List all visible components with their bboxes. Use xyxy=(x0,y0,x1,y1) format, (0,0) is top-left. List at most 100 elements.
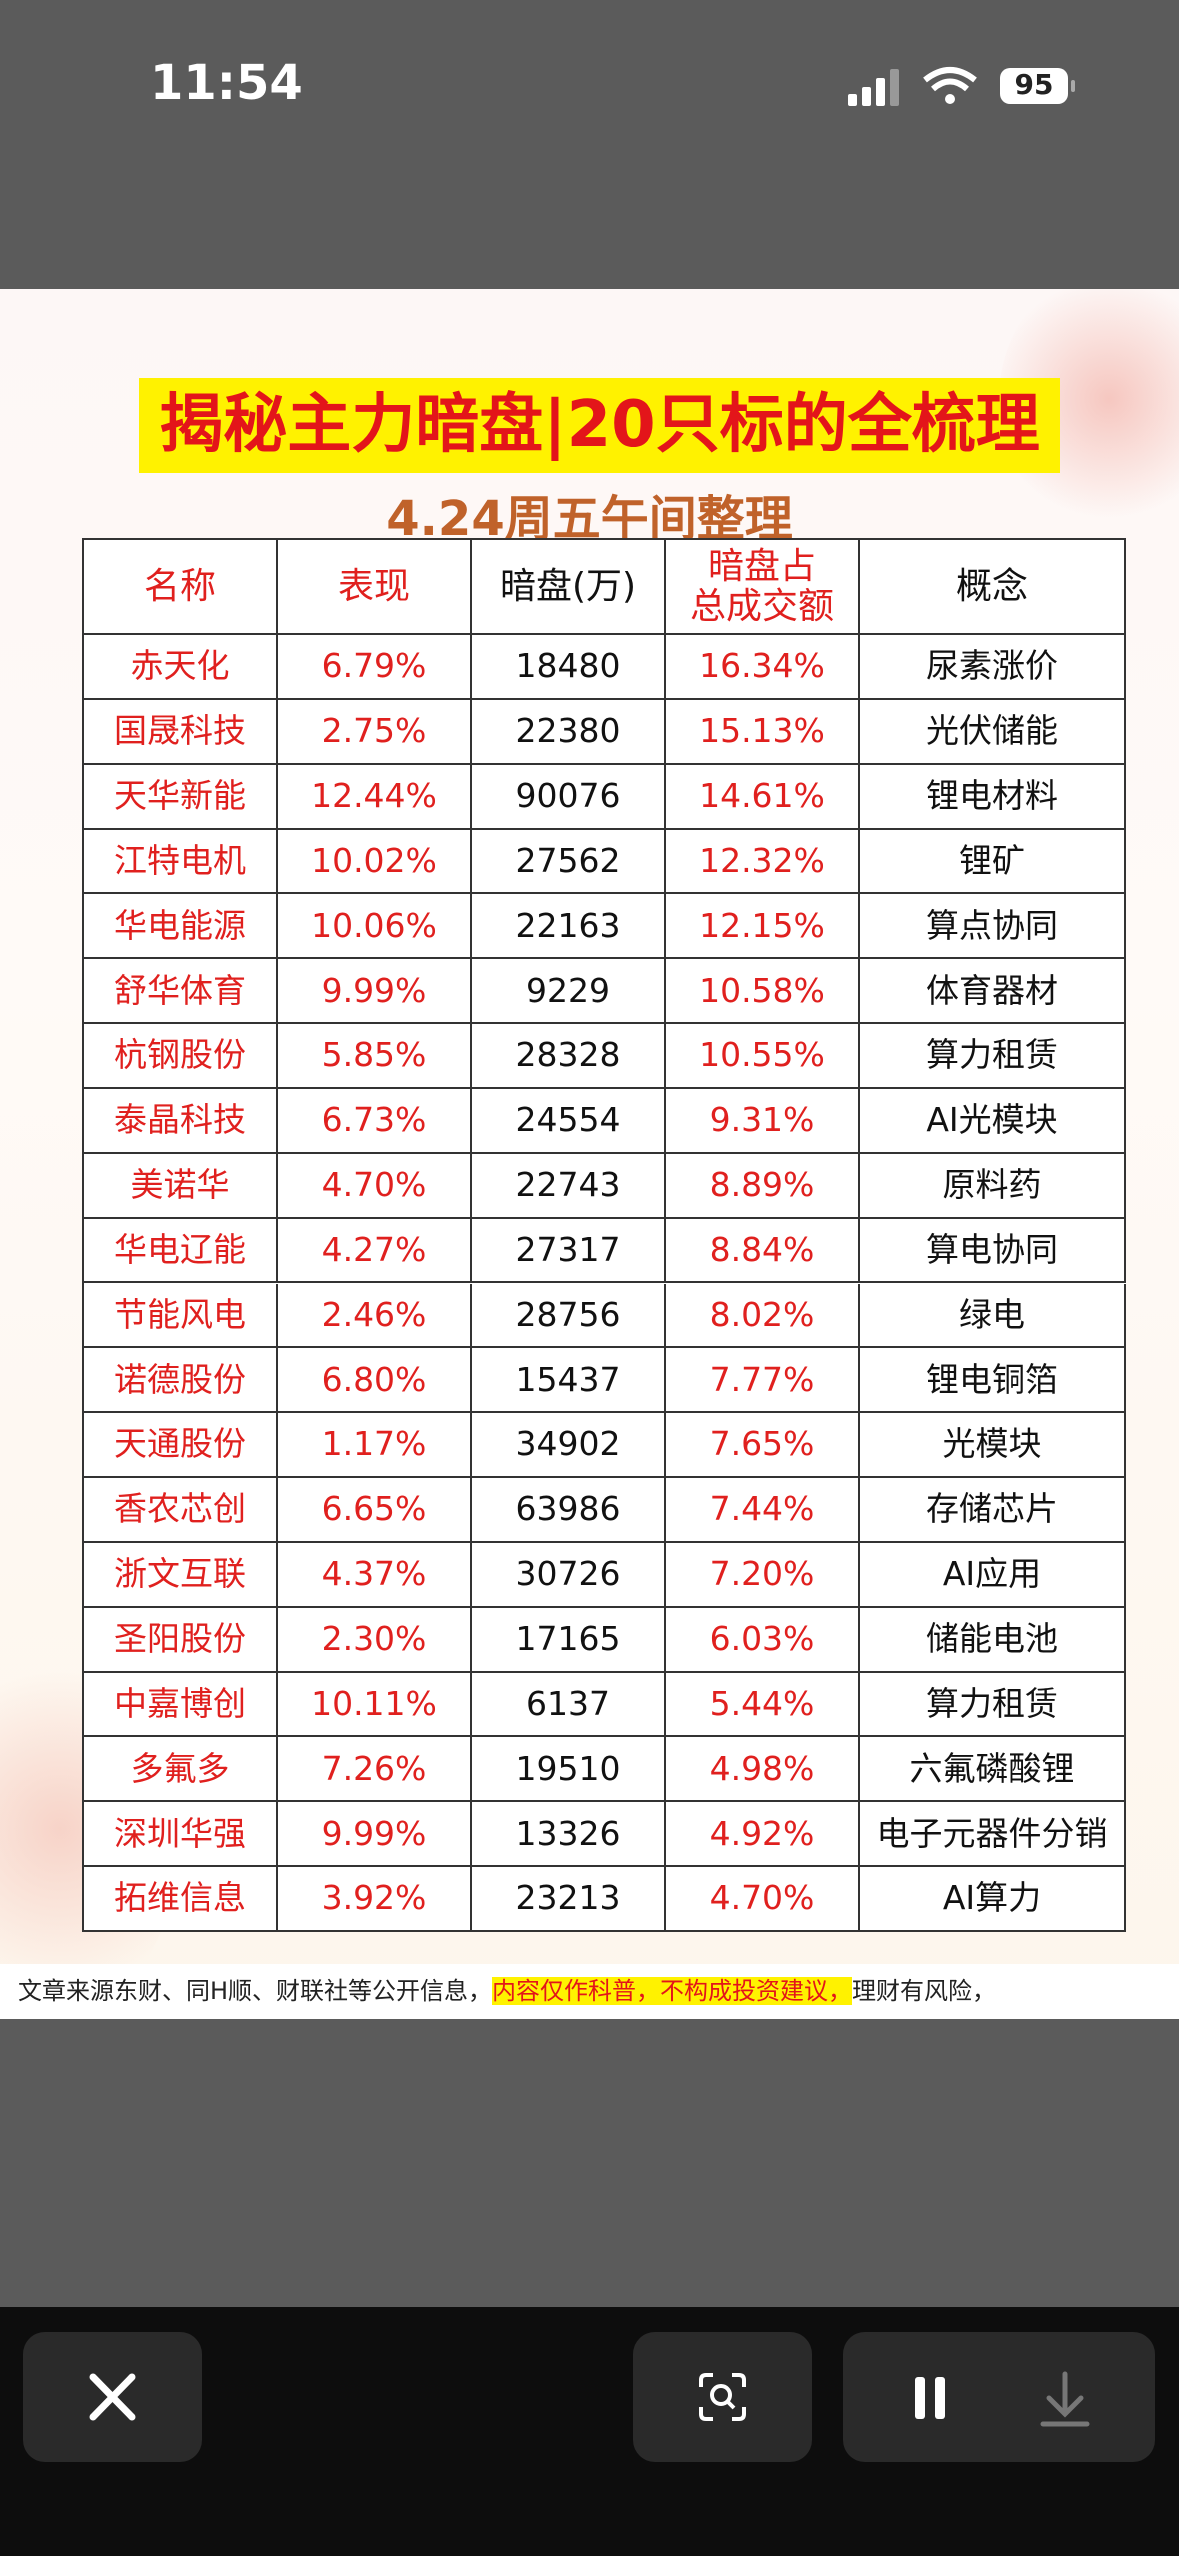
table-cell: 7.20% xyxy=(666,1542,860,1608)
table-cell: 锂电铜箔 xyxy=(860,1348,1126,1414)
table-cell: 香农芯创 xyxy=(84,1478,278,1543)
table-cell: 10.58% xyxy=(666,959,860,1025)
table-cell: 4.27% xyxy=(278,1218,472,1284)
header-cell: 名称 xyxy=(84,540,278,635)
table-cell: 6.73% xyxy=(278,1088,472,1154)
table-cell: 10.55% xyxy=(666,1024,860,1089)
table-cell: 华电辽能 xyxy=(84,1218,278,1284)
table-cell: 诺德股份 xyxy=(84,1348,278,1414)
table-cell: 16.34% xyxy=(666,635,860,700)
table-cell: AI应用 xyxy=(860,1542,1126,1608)
table-cell: 15.13% xyxy=(666,699,860,765)
status-icons xyxy=(848,67,1075,106)
table-cell: 存储芯片 xyxy=(860,1478,1126,1543)
table-cell: 12.44% xyxy=(278,764,472,830)
table-cell: 浙文互联 xyxy=(84,1542,278,1608)
table-cell: 原料药 xyxy=(860,1153,1126,1219)
scan-button[interactable] xyxy=(633,2332,812,2462)
table-cell: 28328 xyxy=(472,1024,666,1089)
table-cell: 赤天化 xyxy=(84,635,278,700)
table-cell: 12.32% xyxy=(666,829,860,895)
table-cell: 34902 xyxy=(472,1413,666,1479)
table-cell: 90076 xyxy=(472,764,666,830)
header-cell: 概念 xyxy=(860,540,1126,635)
table-cell: 8.89% xyxy=(666,1153,860,1219)
table-cell: 7.65% xyxy=(666,1413,860,1479)
table-cell: 深圳华强 xyxy=(84,1802,278,1868)
battery-level: 95 xyxy=(1014,68,1054,101)
table-cell: 10.11% xyxy=(278,1672,472,1738)
table-cell: 14.61% xyxy=(666,764,860,830)
header-cell: 暗盘(万) xyxy=(472,540,666,635)
table-cell: 杭钢股份 xyxy=(84,1024,278,1089)
footer-source: 文章来源东财、同H顺、财联社等公开信息， xyxy=(18,1977,493,2005)
pause-button[interactable] xyxy=(915,2377,925,2419)
table-cell: 泰晶科技 xyxy=(84,1088,278,1154)
table-cell: 9229 xyxy=(472,959,666,1025)
download-button[interactable] xyxy=(1040,2371,1090,2427)
table-cell: 2.75% xyxy=(278,699,472,765)
table-cell: 六氟磷酸锂 xyxy=(860,1737,1126,1803)
table-cell: 3.92% xyxy=(278,1867,472,1932)
footer-risk: 理财有风险， xyxy=(852,1977,997,2005)
status-time: 11:54 xyxy=(150,55,303,111)
table-cell: 7.77% xyxy=(666,1348,860,1414)
table-cell: 6.79% xyxy=(278,635,472,700)
table-cell: 算力租赁 xyxy=(860,1672,1126,1738)
table-cell: 27317 xyxy=(472,1218,666,1284)
header-line: 暗盘占 xyxy=(707,545,816,587)
table-cell: AI算力 xyxy=(860,1867,1126,1932)
table-cell: 23213 xyxy=(472,1867,666,1932)
table-cell: 22380 xyxy=(472,699,666,765)
close-button[interactable] xyxy=(23,2332,202,2462)
table-cell: 圣阳股份 xyxy=(84,1607,278,1673)
table-cell: 13326 xyxy=(472,1802,666,1868)
table-cell: 15437 xyxy=(472,1348,666,1414)
table-cell: 22743 xyxy=(472,1153,666,1219)
table-cell: 6137 xyxy=(472,1672,666,1738)
table-cell: 7.26% xyxy=(278,1737,472,1803)
table-cell: 5.44% xyxy=(666,1672,860,1738)
table-cell: 绿电 xyxy=(860,1283,1126,1349)
table-cell: 节能风电 xyxy=(84,1283,278,1349)
table-cell: 2.30% xyxy=(278,1607,472,1673)
table-cell: 4.92% xyxy=(666,1802,860,1868)
bottom-toolbar xyxy=(0,2307,1179,2556)
header-cell: 暗盘占 总成交额 xyxy=(666,540,860,635)
poster-image: 揭秘主力暗盘|20只标的全梳理 4.24周五午间整理 名称 表现 暗盘(万) 暗盘占总… xyxy=(0,289,1179,2019)
footer-warning: 内容仅作科普，不构成投资建议， xyxy=(492,1977,853,2005)
table-cell: 6.65% xyxy=(278,1478,472,1543)
table-cell: 体育器材 xyxy=(860,959,1126,1025)
table-cell: 电子元器件分销 xyxy=(860,1802,1126,1868)
subtitle: 4.24周五午间整理 xyxy=(386,491,793,547)
table-cell: 算电协同 xyxy=(860,1218,1126,1284)
table-cell: 1.17% xyxy=(278,1413,472,1479)
table-cell: 天华新能 xyxy=(84,764,278,830)
table-cell: 华电能源 xyxy=(84,894,278,960)
table-cell: 63986 xyxy=(472,1478,666,1543)
table-cell: 22163 xyxy=(472,894,666,960)
table-cell: 4.70% xyxy=(278,1153,472,1219)
table-cell: 30726 xyxy=(472,1542,666,1608)
table-cell: 8.02% xyxy=(666,1283,860,1349)
table-cell: 12.15% xyxy=(666,894,860,960)
table-cell: 24554 xyxy=(472,1088,666,1154)
table-cell: 4.98% xyxy=(666,1737,860,1803)
table-cell: 锂电材料 xyxy=(860,764,1126,830)
table-cell: 2.46% xyxy=(278,1283,472,1349)
table-cell: 9.31% xyxy=(666,1088,860,1154)
table-cell: 19510 xyxy=(472,1737,666,1803)
table-cell: 光模块 xyxy=(860,1413,1126,1479)
table-cell: 锂矿 xyxy=(860,829,1126,895)
table-cell: 美诺华 xyxy=(84,1153,278,1219)
footer: 文章来源东财、同H顺、财联社等公开信息，内容仅作科普，不构成投资建议，理财有风险… xyxy=(0,1964,1179,2019)
table-cell: 17165 xyxy=(472,1607,666,1673)
table-cell: 4.37% xyxy=(278,1542,472,1608)
table-cell: 国晟科技 xyxy=(84,699,278,765)
header-cell: 表现 xyxy=(278,540,472,635)
header-line: 总成交额 xyxy=(689,585,834,627)
table-cell: 光伏储能 xyxy=(860,699,1126,765)
table-cell: AI光模块 xyxy=(860,1088,1126,1154)
table-cell: 储能电池 xyxy=(860,1607,1126,1673)
